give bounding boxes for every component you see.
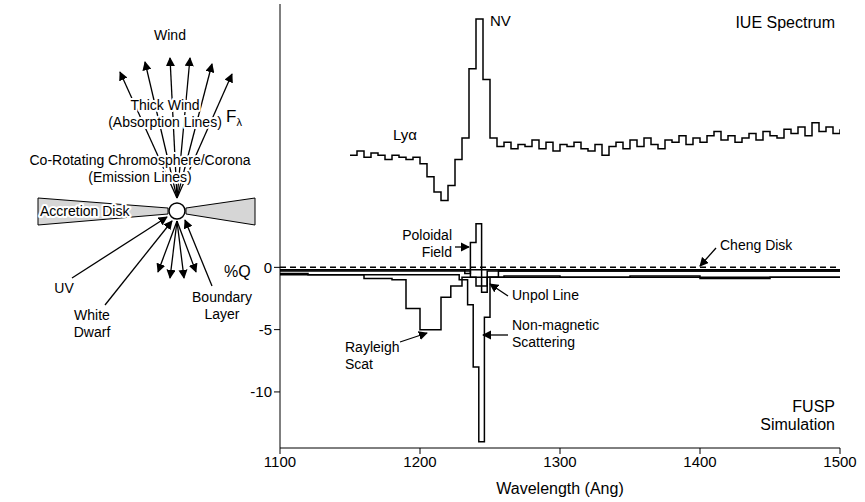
svg-text:1400: 1400 [683, 453, 716, 470]
svg-text:Scattering: Scattering [512, 334, 575, 350]
svg-text:Field: Field [422, 244, 452, 260]
svg-text:Scat: Scat [345, 356, 373, 372]
svg-text:(Emission Lines): (Emission Lines) [88, 169, 191, 185]
svg-text:Boundary: Boundary [192, 289, 252, 305]
svg-text:FUSP: FUSP [792, 398, 835, 415]
svg-text:NV: NV [490, 12, 511, 29]
svg-text:%Q: %Q [224, 263, 251, 280]
svg-text:(Absorption Lines): (Absorption Lines) [108, 114, 222, 130]
svg-text:Layer: Layer [204, 306, 239, 322]
svg-text:1500: 1500 [823, 453, 856, 470]
svg-text:1300: 1300 [543, 453, 576, 470]
svg-text:Thick Wind: Thick Wind [130, 97, 199, 113]
svg-text:Non-magnetic: Non-magnetic [512, 317, 599, 333]
svg-text:0: 0 [264, 259, 272, 276]
svg-text:Simulation: Simulation [760, 416, 835, 433]
svg-text:White: White [74, 307, 110, 323]
svg-text:Lyα: Lyα [393, 126, 417, 143]
svg-text:Unpol Line: Unpol Line [512, 287, 579, 303]
svg-text:1100: 1100 [264, 453, 296, 470]
svg-text:Co-Rotating Chromosphere/Coron: Co-Rotating Chromosphere/Corona [30, 152, 251, 168]
svg-text:Dwarf: Dwarf [74, 324, 111, 340]
svg-text:Accretion Disk: Accretion Disk [40, 203, 130, 219]
svg-text:Rayleigh: Rayleigh [345, 339, 399, 355]
svg-text:Cheng Disk: Cheng Disk [720, 237, 793, 253]
svg-text:Wind: Wind [154, 27, 186, 43]
svg-text:Fλ: Fλ [226, 107, 242, 128]
svg-text:UV: UV [54, 280, 74, 296]
svg-text:1200: 1200 [403, 453, 436, 470]
svg-text:-10: -10 [250, 383, 272, 400]
svg-text:Wavelength (Ang): Wavelength (Ang) [496, 480, 623, 497]
svg-text:Poloidal: Poloidal [402, 227, 452, 243]
svg-text:IUE Spectrum: IUE Spectrum [735, 14, 835, 31]
svg-text:-5: -5 [259, 321, 272, 338]
